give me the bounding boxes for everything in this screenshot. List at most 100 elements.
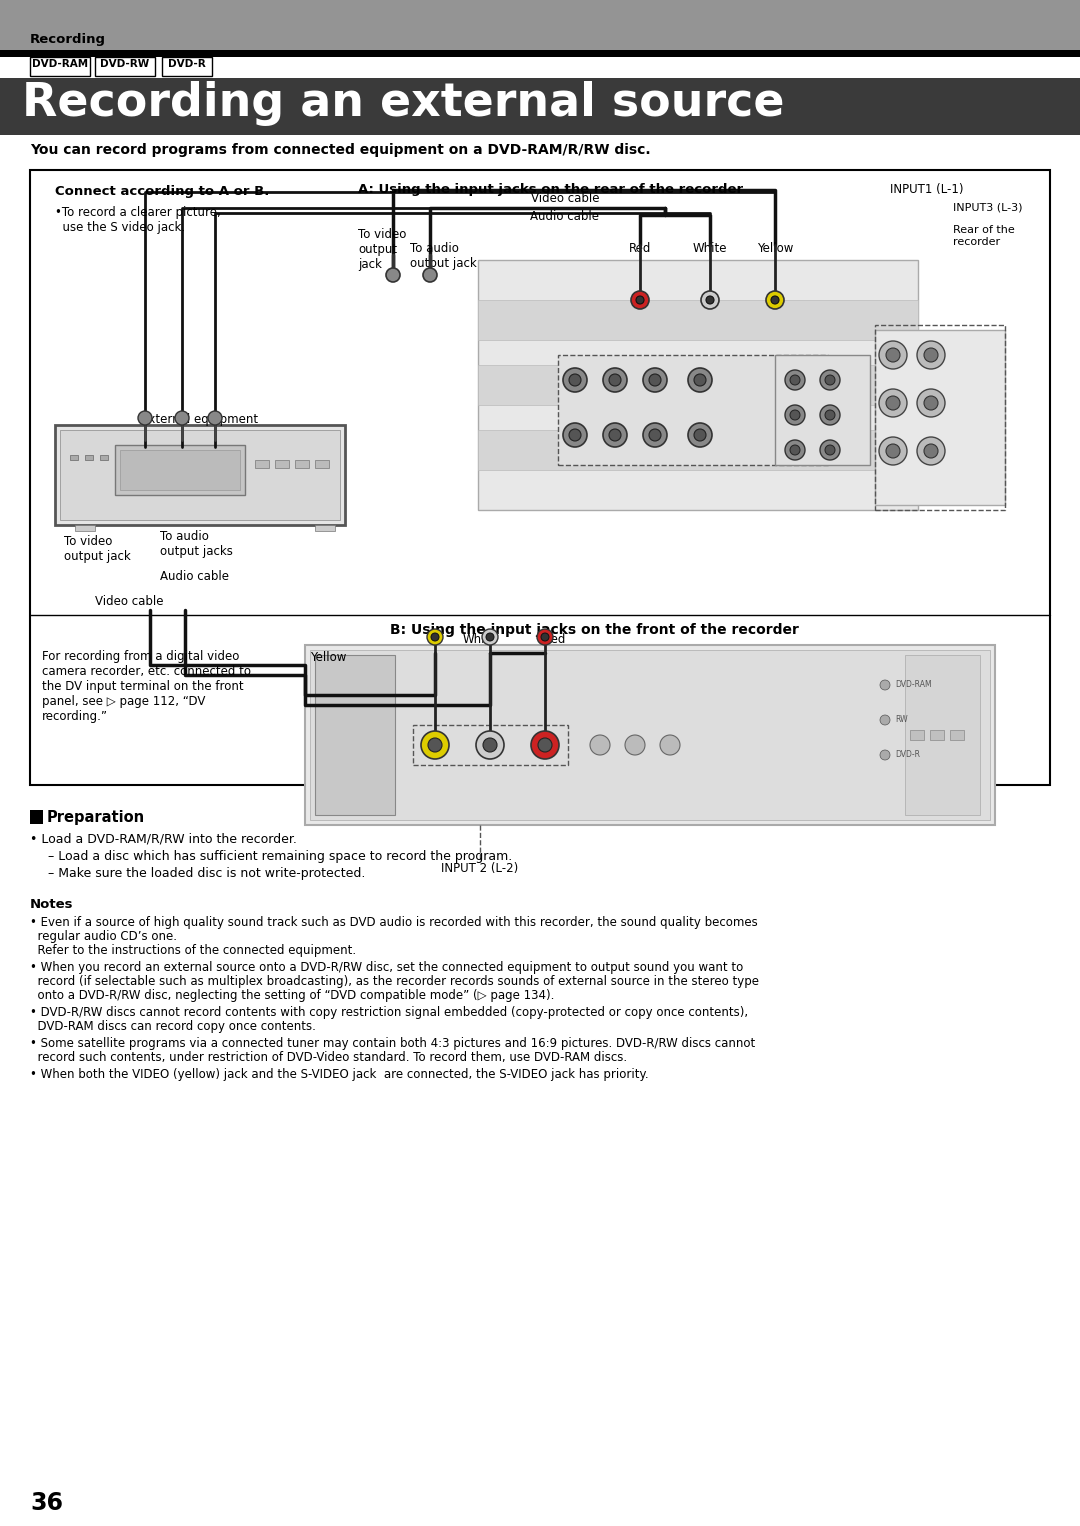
- Text: Recording: Recording: [30, 34, 106, 46]
- Text: White: White: [462, 633, 497, 645]
- Circle shape: [879, 436, 907, 465]
- Circle shape: [917, 340, 945, 369]
- Text: regular audio CD’s one.: regular audio CD’s one.: [30, 929, 177, 943]
- Text: DVD-R: DVD-R: [895, 749, 920, 758]
- Text: Recording an external source: Recording an external source: [22, 81, 784, 127]
- Text: To audio
output jacks: To audio output jacks: [160, 530, 233, 559]
- Bar: [0, 78, 1080, 134]
- Bar: [315, 655, 395, 815]
- Text: INPUT1 (L-1): INPUT1 (L-1): [890, 183, 963, 195]
- Circle shape: [879, 340, 907, 369]
- Text: Yellow: Yellow: [757, 243, 793, 255]
- Circle shape: [208, 410, 222, 426]
- Circle shape: [924, 348, 939, 362]
- Bar: [162, 56, 212, 76]
- Bar: [95, 56, 156, 76]
- Text: B: Using the input jacks on the front of the recorder: B: Using the input jacks on the front of…: [390, 623, 799, 636]
- Text: Notes: Notes: [30, 897, 73, 911]
- Text: DVD-R: DVD-R: [168, 60, 206, 69]
- Circle shape: [886, 444, 900, 458]
- Text: INPUT 2 (L-2): INPUT 2 (L-2): [442, 862, 518, 874]
- Text: • When both the VIDEO (yellow) jack and the S-VIDEO jack  are connected, the S-V: • When both the VIDEO (yellow) jack and …: [30, 1068, 649, 1080]
- Circle shape: [701, 291, 719, 308]
- Circle shape: [825, 446, 835, 455]
- Text: • When you record an external source onto a DVD-R/RW disc, set the connected equ: • When you record an external source ont…: [30, 961, 743, 974]
- Text: Audio cable: Audio cable: [160, 571, 229, 583]
- Text: – Load a disc which has sufficient remaining space to record the program.: – Load a disc which has sufficient remai…: [48, 850, 512, 864]
- Circle shape: [688, 423, 712, 447]
- Bar: [315, 459, 329, 468]
- Text: Preparation: Preparation: [48, 810, 145, 826]
- Text: Video cable: Video cable: [530, 192, 599, 204]
- Text: – Make sure the loaded disc is not write-protected.: – Make sure the loaded disc is not write…: [48, 867, 365, 881]
- Text: DVD-RAM discs can record copy once contents.: DVD-RAM discs can record copy once conte…: [30, 1019, 315, 1033]
- Text: For recording from a digital video
camera recorder, etc. connected to
the DV inp: For recording from a digital video camer…: [42, 650, 251, 723]
- Circle shape: [820, 369, 840, 391]
- Circle shape: [428, 739, 442, 752]
- Bar: [0, 0, 1080, 50]
- Bar: [30, 56, 90, 76]
- Circle shape: [886, 397, 900, 410]
- Text: DVD-RAM: DVD-RAM: [895, 681, 932, 690]
- Bar: [478, 259, 918, 510]
- Text: • Some satellite programs via a connected tuner may contain both 4:3 pictures an: • Some satellite programs via a connecte…: [30, 1038, 755, 1050]
- Circle shape: [649, 374, 661, 386]
- Text: To video
output
jack: To video output jack: [357, 227, 406, 272]
- Text: Rear of the
recorder: Rear of the recorder: [953, 224, 1015, 247]
- Circle shape: [789, 446, 800, 455]
- Circle shape: [537, 629, 553, 645]
- Bar: [0, 50, 1080, 56]
- Circle shape: [917, 436, 945, 465]
- Circle shape: [766, 291, 784, 308]
- Bar: [30, 810, 43, 824]
- Text: Red: Red: [629, 243, 651, 255]
- Bar: [85, 455, 93, 459]
- Text: • DVD-R/RW discs cannot record contents with copy restriction signal embedded (c: • DVD-R/RW discs cannot record contents …: [30, 1006, 748, 1019]
- Text: White: White: [692, 243, 727, 255]
- Circle shape: [431, 633, 438, 641]
- Text: You can record programs from connected equipment on a DVD-RAM/R/RW disc.: You can record programs from connected e…: [30, 143, 650, 157]
- Circle shape: [609, 374, 621, 386]
- Circle shape: [880, 681, 890, 690]
- Bar: [930, 729, 944, 740]
- Bar: [478, 430, 918, 470]
- Bar: [478, 365, 918, 404]
- Circle shape: [625, 736, 645, 755]
- Circle shape: [486, 633, 494, 641]
- Circle shape: [880, 749, 890, 760]
- Circle shape: [563, 423, 588, 447]
- Text: Refer to the instructions of the connected equipment.: Refer to the instructions of the connect…: [30, 945, 356, 957]
- Circle shape: [609, 429, 621, 441]
- Circle shape: [483, 739, 497, 752]
- Circle shape: [785, 369, 805, 391]
- Circle shape: [636, 296, 644, 304]
- Bar: [910, 729, 924, 740]
- Circle shape: [688, 368, 712, 392]
- Circle shape: [917, 389, 945, 417]
- Text: A: Using the input jacks on the rear of the recorder: A: Using the input jacks on the rear of …: [357, 183, 743, 195]
- Circle shape: [531, 731, 559, 758]
- Text: record (if selectable such as multiplex broadcasting), as the recorder records s: record (if selectable such as multiplex …: [30, 975, 759, 987]
- Bar: [558, 356, 828, 465]
- Circle shape: [590, 736, 610, 755]
- Circle shape: [660, 736, 680, 755]
- Circle shape: [541, 633, 549, 641]
- Circle shape: [175, 410, 189, 426]
- Circle shape: [643, 368, 667, 392]
- Text: Audio cable: Audio cable: [530, 211, 599, 223]
- Circle shape: [694, 429, 706, 441]
- Circle shape: [421, 731, 449, 758]
- Circle shape: [476, 731, 504, 758]
- Circle shape: [138, 410, 152, 426]
- Circle shape: [427, 629, 443, 645]
- Circle shape: [569, 429, 581, 441]
- Bar: [114, 446, 245, 494]
- Bar: [315, 525, 335, 531]
- Circle shape: [649, 429, 661, 441]
- Circle shape: [694, 374, 706, 386]
- Text: Connect according to A or B.: Connect according to A or B.: [55, 185, 269, 198]
- Circle shape: [789, 375, 800, 385]
- Bar: [478, 301, 918, 340]
- Circle shape: [825, 375, 835, 385]
- Circle shape: [820, 404, 840, 426]
